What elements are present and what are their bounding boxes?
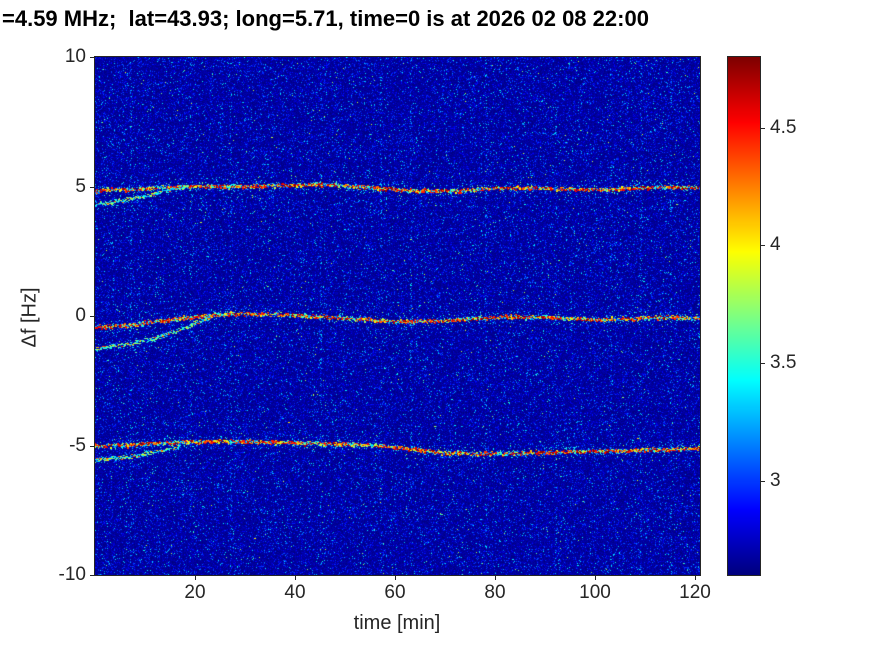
- y-tick-label: -5: [69, 434, 86, 456]
- spectrogram-canvas: [95, 57, 700, 575]
- colorbar-tick-mark: [761, 128, 765, 129]
- x-tick-label: 100: [579, 582, 611, 603]
- x-tick-mark: [395, 576, 396, 580]
- x-tick-mark: [495, 576, 496, 580]
- x-axis-label: time [min]: [353, 612, 441, 634]
- y-tick-label: -10: [58, 564, 86, 585]
- colorbar-tick-mark: [761, 363, 765, 364]
- y-tick-mark: [90, 575, 94, 576]
- x-tick-mark: [695, 576, 696, 580]
- y-tick-label: 5: [75, 175, 86, 197]
- y-tick-mark: [90, 187, 94, 188]
- x-tick-label: 60: [384, 582, 406, 603]
- colorbar-tick-mark: [761, 481, 765, 482]
- colorbar-tick-mark: [761, 245, 765, 246]
- x-tick-mark: [195, 576, 196, 580]
- y-tick-mark: [90, 57, 94, 58]
- y-tick-label: 10: [64, 46, 86, 67]
- x-tick-label: 20: [184, 582, 206, 603]
- colorbar-tick-label: 4.5: [770, 116, 797, 138]
- y-tick-label: 0: [75, 305, 86, 326]
- x-tick-label: 40: [284, 582, 306, 603]
- x-tick-label: 80: [484, 582, 506, 603]
- colorbar-tick-label: 3.5: [770, 352, 797, 374]
- plot-area: [94, 56, 701, 576]
- x-tick-mark: [595, 576, 596, 580]
- colorbar-tick-label: 4: [770, 234, 781, 256]
- colorbar-tick-label: 3: [770, 469, 781, 491]
- colorbar: [727, 56, 761, 576]
- colorbar-canvas: [728, 57, 760, 575]
- y-tick-mark: [90, 316, 94, 317]
- y-tick-mark: [90, 446, 94, 447]
- figure-title: =4.59 MHz; lat=43.93; long=5.71, time=0 …: [2, 6, 649, 31]
- x-tick-label: 120: [679, 582, 711, 603]
- x-tick-mark: [295, 576, 296, 580]
